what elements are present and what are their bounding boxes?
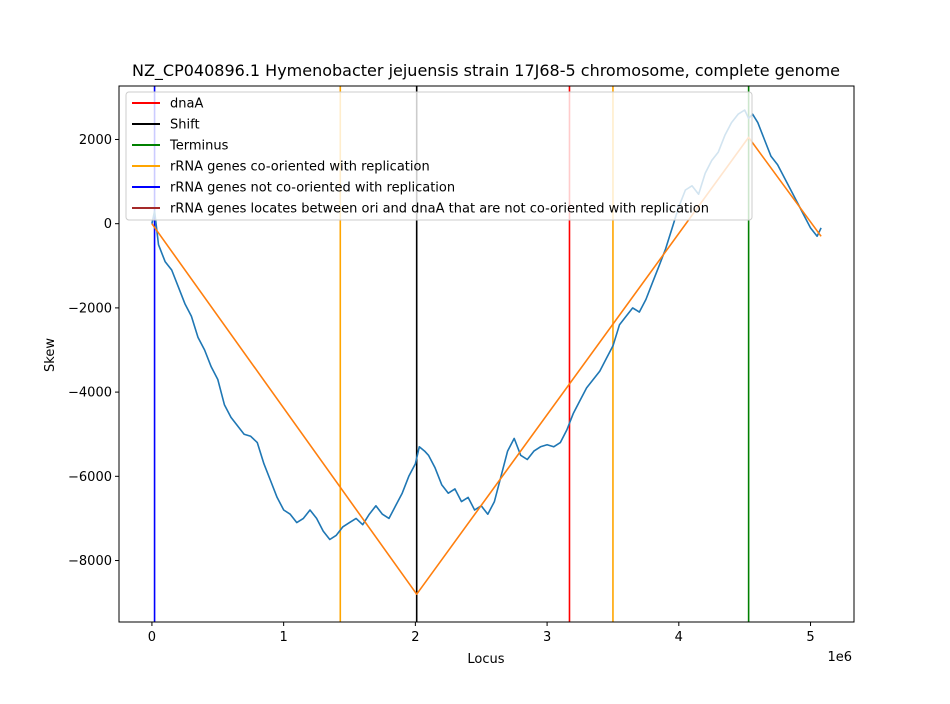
axes-frame bbox=[118, 85, 855, 623]
chart-title: NZ_CP040896.1 Hymenobacter jejuensis str… bbox=[132, 61, 840, 81]
y-axis-label: Skew bbox=[43, 338, 58, 372]
y-tick-label: −6000 bbox=[68, 470, 112, 485]
legend-label: rRNA genes not co-oriented with replicat… bbox=[170, 181, 455, 196]
y-tick-label: −2000 bbox=[68, 301, 112, 316]
legend-label: Shift bbox=[170, 118, 200, 133]
x-tick-label: 5 bbox=[806, 630, 814, 645]
y-tick-label: −8000 bbox=[68, 554, 112, 569]
x-tick-label: 2 bbox=[411, 630, 419, 645]
y-tick-label: 0 bbox=[104, 217, 112, 232]
y-tick-label: −4000 bbox=[68, 386, 112, 401]
x-tick-label: 0 bbox=[148, 630, 156, 645]
legend-box bbox=[125, 91, 753, 221]
x-tick-label: 1 bbox=[280, 630, 288, 645]
x-axis-offset-label: 1e6 bbox=[827, 650, 852, 665]
series-line-1 bbox=[151, 136, 822, 596]
legend: dnaA Shift Terminus rRNA genes co-oriented … bbox=[125, 91, 753, 221]
legend-label: Terminus bbox=[169, 139, 229, 154]
y-tick-label: 2000 bbox=[79, 133, 112, 148]
x-tick-label: 3 bbox=[543, 630, 551, 645]
legend-label: dnaA bbox=[170, 97, 203, 112]
legend-label: rRNA genes locates between ori and dnaA … bbox=[170, 202, 709, 217]
legend-label: rRNA genes co-oriented with replication bbox=[170, 160, 430, 175]
x-axis-label: Locus bbox=[467, 652, 504, 667]
x-tick-label: 4 bbox=[675, 630, 683, 645]
